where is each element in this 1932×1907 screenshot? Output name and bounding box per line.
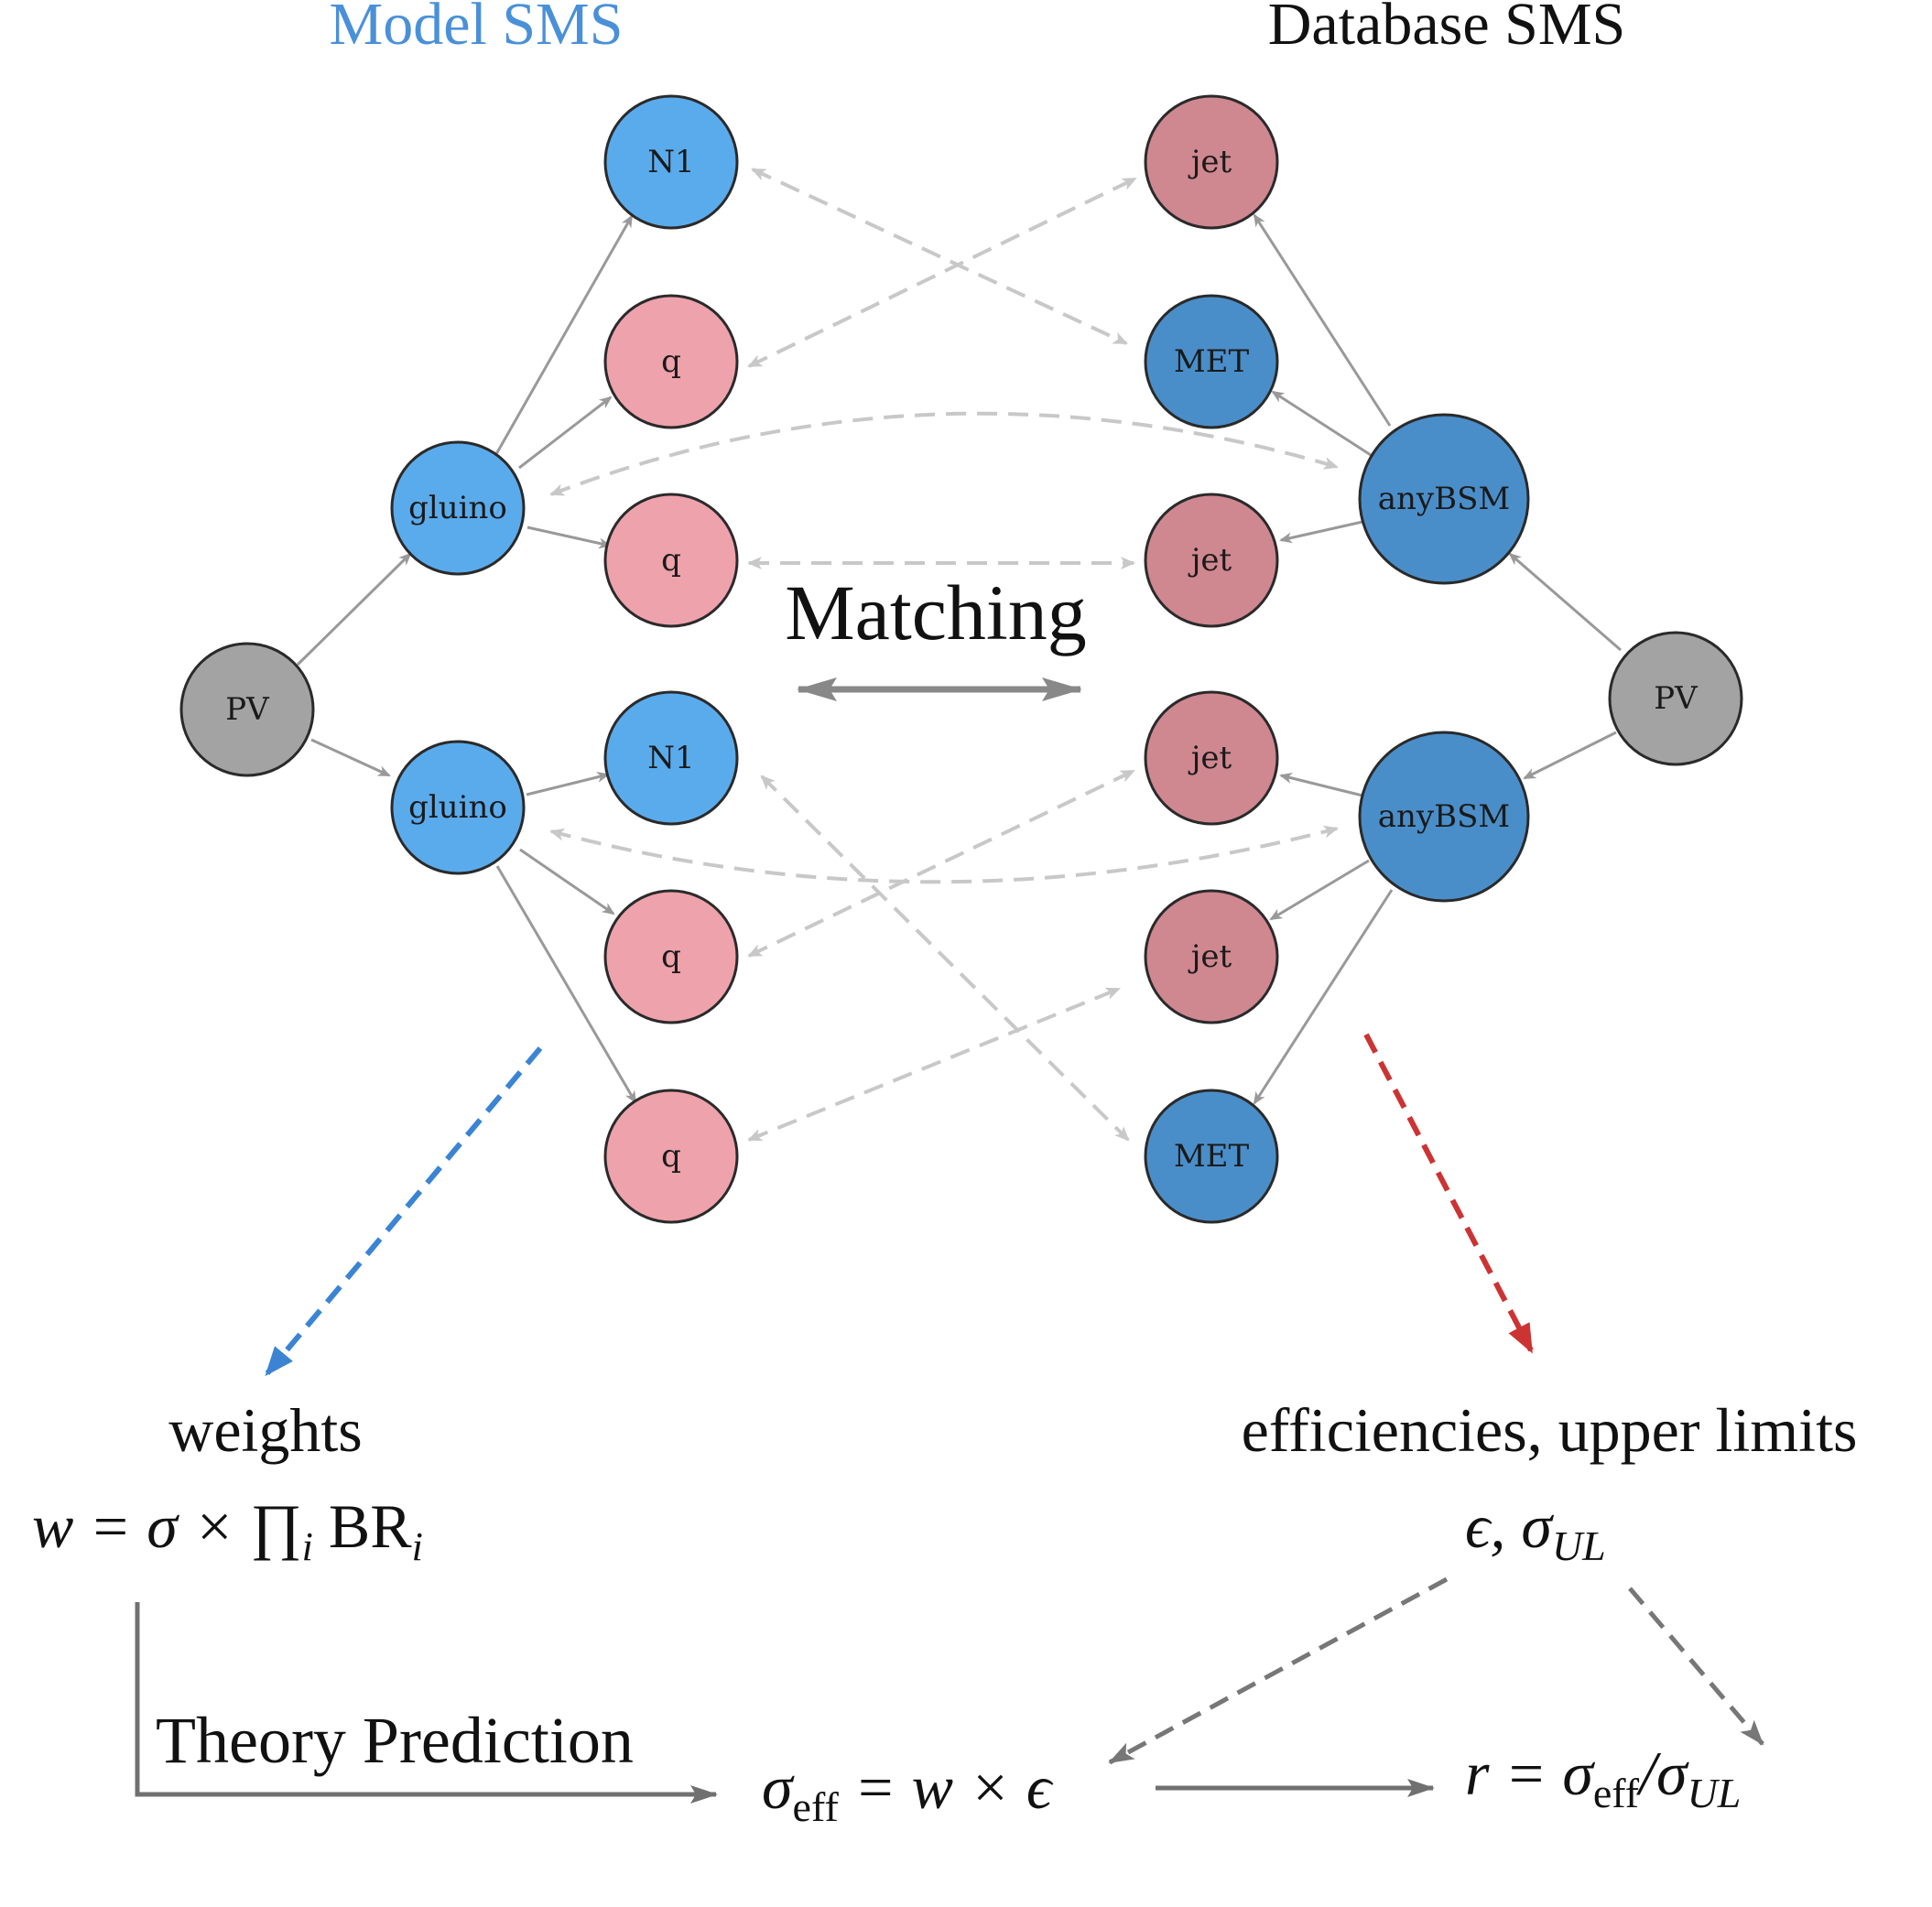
node-db-anybsm-bottom [1358,731,1530,903]
weights-formula-i2: i [412,1524,423,1569]
node-model-pv [179,642,315,777]
label-db-met-bottom: MET [1174,1138,1250,1175]
node-db-jet-1 [1144,94,1279,230]
label-model-gluino-top: gluino [408,490,507,526]
node-model-n1-bottom [603,690,739,826]
label-db-anybsm-bottom: anyBSM [1378,798,1510,835]
ratio-formula: r = σeff/σUL [1465,1739,1741,1816]
node-db-pv [1608,631,1743,766]
node-db-jet-2 [1144,493,1279,628]
limits-formula: ϵ, σUL [1465,1491,1606,1569]
node-model-q-bottom-1 [603,889,739,1024]
limits-to-ratio-arrow [1628,1587,1764,1746]
ratio-sub1: eff [1593,1770,1640,1816]
label-db-jet-1: jet [1188,144,1232,180]
red-dashed-arrow [1363,1033,1534,1354]
weights-formula-w: w [32,1491,73,1561]
ratio-eq: = σ [1489,1739,1595,1808]
edge-gluino-bottom-q1 [519,848,615,916]
node-model-gluino-top [390,440,526,576]
label-model-n1-top: N1 [647,144,694,180]
theory-prediction-arrow [135,1602,718,1804]
node-labels: PV gluino gluino N1 q q N1 q q PV anyBSM… [225,144,1699,1175]
label-model-q-top-1: q [661,343,681,380]
database-sms-title: Database SMS [1268,0,1625,58]
sigma-eff-sigma: σ [762,1752,795,1822]
edge-pv-gluino-top [296,552,412,666]
label-model-q-bottom-2: q [661,1138,681,1175]
edge-anybsm-bottom-jet3 [1279,773,1363,797]
edge-gluino-top-q2 [526,526,612,549]
database-nodes [1144,94,1743,1224]
limits-formula-eps: ϵ, σ [1465,1491,1554,1561]
label-db-jet-2: jet [1188,542,1232,579]
label-db-met-top: MET [1174,343,1250,380]
node-db-met-top [1144,294,1279,429]
node-db-jet-3 [1144,690,1279,826]
match-n1bottom-met [760,775,1130,1142]
label-db-jet-4: jet [1188,938,1232,975]
weights-heading: weights [168,1395,363,1465]
matching-label: Matching [785,569,1087,656]
ratio-slash: /σ [1635,1739,1689,1808]
model-decay-edges [296,214,637,1104]
node-db-met-bottom [1144,1089,1279,1224]
database-decay-edges [1253,213,1622,1105]
match-qbottom1-jet3 [747,769,1135,958]
ratio-sub2: UL [1688,1770,1742,1816]
edge-gluino-top-q1 [518,395,613,470]
theory-prediction-label: Theory Prediction [156,1704,634,1777]
label-model-n1-bottom: N1 [647,740,694,776]
sigma-eff-rest: = w × ϵ [839,1752,1054,1822]
label-db-anybsm-top: anyBSM [1378,481,1510,517]
edge-gluino-bottom-n1 [526,772,610,796]
label-db-jet-3: jet [1188,740,1232,776]
node-model-gluino-bottom [390,740,526,875]
node-model-q-top-1 [603,294,739,429]
match-n1top-met [751,168,1128,345]
weights-formula-i1: i [302,1524,313,1569]
edge-anybsm-top-met [1271,390,1372,457]
node-db-jet-4 [1144,889,1279,1024]
sigma-eff-sub: eff [793,1783,840,1830]
edge-anybsm-top-jet1 [1253,213,1392,427]
weights-formula: w = σ × ∏i BRi [32,1491,423,1569]
node-model-q-bottom-2 [603,1089,739,1224]
weights-formula-eq: = σ × ∏ [73,1491,301,1561]
edge-dbpv-anybsm-bottom [1523,731,1617,780]
model-sms-title: Model SMS [330,0,624,58]
edge-anybsm-bottom-jet4 [1269,859,1370,921]
matching-edges [549,168,1339,1142]
edge-gluino-top-n1 [494,214,634,455]
edge-pv-gluino-bottom [310,738,391,777]
label-db-pv: PV [1654,680,1699,717]
limits-formula-ul: UL [1552,1522,1606,1569]
weights-formula-br: BR [313,1491,412,1561]
match-qbottom2-jet4 [747,987,1121,1142]
edge-dbpv-anybsm-top [1508,552,1622,652]
edge-gluino-bottom-q2 [495,865,637,1104]
sigma-eff-formula: σeff = w × ϵ [762,1752,1054,1830]
node-db-anybsm-top [1358,413,1530,585]
limits-to-sigma-eff-arrow [1108,1577,1449,1765]
match-qtop1-jet1 [747,177,1137,368]
label-model-q-bottom-1: q [661,938,681,975]
label-model-gluino-bottom: gluino [408,789,507,826]
node-model-q-top-2 [603,493,739,628]
model-nodes [179,94,739,1224]
blue-dashed-arrow [265,1046,543,1377]
edge-anybsm-bottom-met [1253,889,1394,1105]
edge-anybsm-top-jet2 [1279,520,1363,544]
ratio-r: r [1465,1739,1490,1808]
label-model-q-top-2: q [661,542,681,579]
label-model-pv: PV [225,691,270,728]
match-gluino-bottom-anybsm-bottom [549,825,1339,884]
node-model-n1-top [603,94,739,230]
limits-heading: efficiencies, upper limits [1242,1395,1858,1465]
